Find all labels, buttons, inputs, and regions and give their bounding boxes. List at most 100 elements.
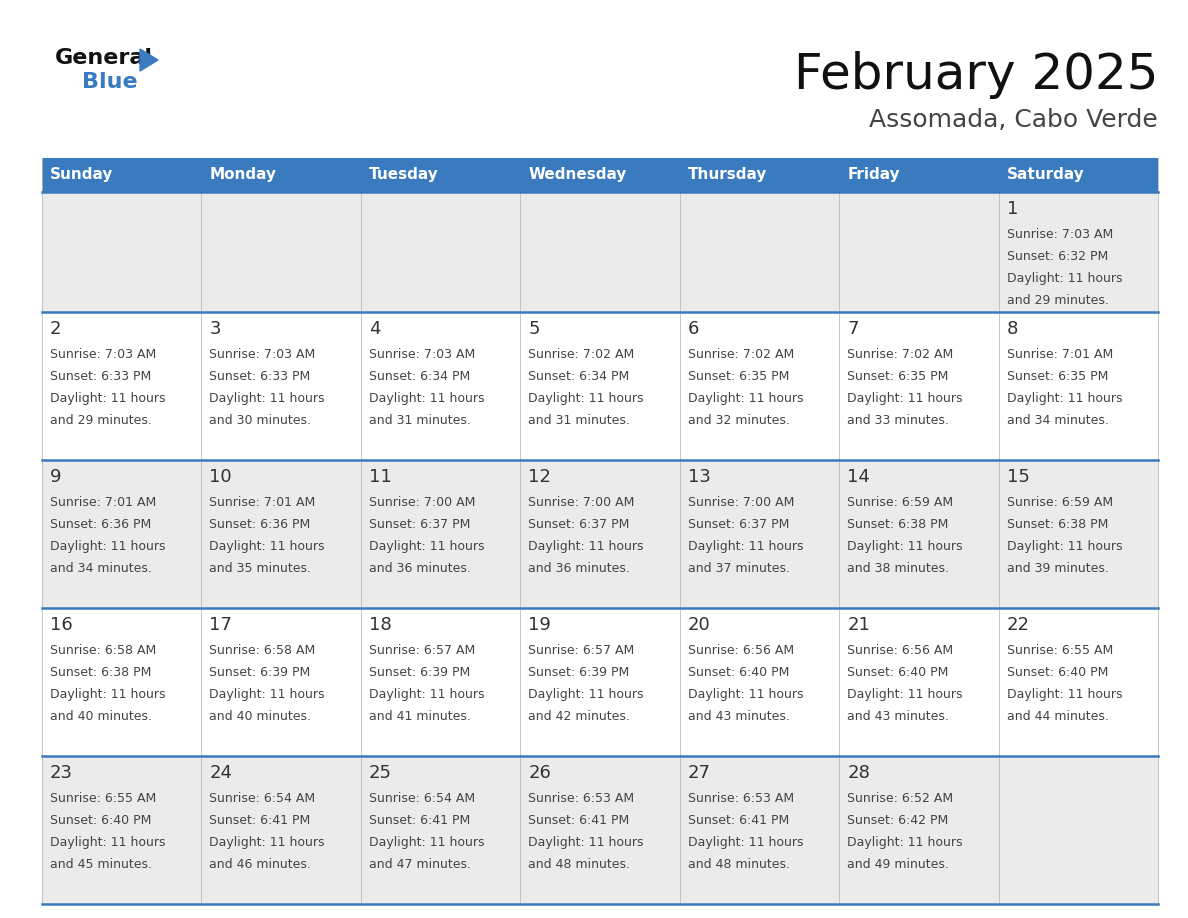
Text: and 29 minutes.: and 29 minutes. — [50, 414, 152, 427]
Text: and 42 minutes.: and 42 minutes. — [529, 710, 630, 723]
Text: Sunrise: 6:52 AM: Sunrise: 6:52 AM — [847, 792, 953, 805]
Text: 5: 5 — [529, 320, 539, 338]
Text: Daylight: 11 hours: Daylight: 11 hours — [688, 392, 803, 405]
Bar — [42, 460, 1158, 608]
Text: and 37 minutes.: and 37 minutes. — [688, 562, 790, 575]
Text: Daylight: 11 hours: Daylight: 11 hours — [209, 836, 326, 849]
Text: Sunrise: 7:00 AM: Sunrise: 7:00 AM — [688, 496, 794, 509]
Text: 12: 12 — [529, 468, 551, 486]
Text: and 39 minutes.: and 39 minutes. — [1006, 562, 1108, 575]
Text: Sunrise: 7:03 AM: Sunrise: 7:03 AM — [50, 348, 157, 361]
Text: Sunset: 6:39 PM: Sunset: 6:39 PM — [209, 666, 311, 679]
Text: Sunset: 6:33 PM: Sunset: 6:33 PM — [209, 370, 311, 383]
Text: Sunrise: 6:56 AM: Sunrise: 6:56 AM — [688, 644, 794, 657]
Text: 13: 13 — [688, 468, 710, 486]
Text: Friday: Friday — [847, 167, 899, 183]
Text: Sunset: 6:37 PM: Sunset: 6:37 PM — [529, 518, 630, 531]
Text: Saturday: Saturday — [1006, 167, 1085, 183]
Text: Daylight: 11 hours: Daylight: 11 hours — [529, 392, 644, 405]
Text: Daylight: 11 hours: Daylight: 11 hours — [688, 836, 803, 849]
Bar — [42, 192, 1158, 312]
Text: and 38 minutes.: and 38 minutes. — [847, 562, 949, 575]
Bar — [42, 608, 1158, 756]
Text: 4: 4 — [368, 320, 380, 338]
Text: Daylight: 11 hours: Daylight: 11 hours — [529, 540, 644, 553]
Text: Sunset: 6:36 PM: Sunset: 6:36 PM — [209, 518, 311, 531]
Text: Sunset: 6:35 PM: Sunset: 6:35 PM — [1006, 370, 1108, 383]
Text: Sunset: 6:39 PM: Sunset: 6:39 PM — [368, 666, 470, 679]
Text: Sunset: 6:37 PM: Sunset: 6:37 PM — [688, 518, 789, 531]
Text: 15: 15 — [1006, 468, 1030, 486]
Text: and 36 minutes.: and 36 minutes. — [529, 562, 630, 575]
Text: Sunset: 6:38 PM: Sunset: 6:38 PM — [847, 518, 948, 531]
Bar — [42, 312, 1158, 460]
Text: Sunrise: 6:54 AM: Sunrise: 6:54 AM — [209, 792, 316, 805]
Text: 28: 28 — [847, 764, 870, 782]
Text: Daylight: 11 hours: Daylight: 11 hours — [529, 688, 644, 701]
Text: Sunset: 6:40 PM: Sunset: 6:40 PM — [50, 814, 151, 827]
Text: and 45 minutes.: and 45 minutes. — [50, 858, 152, 871]
Text: Sunset: 6:40 PM: Sunset: 6:40 PM — [1006, 666, 1108, 679]
Text: General: General — [55, 48, 153, 68]
Text: Daylight: 11 hours: Daylight: 11 hours — [368, 688, 485, 701]
Text: Daylight: 11 hours: Daylight: 11 hours — [50, 688, 165, 701]
Text: and 41 minutes.: and 41 minutes. — [368, 710, 470, 723]
Text: 27: 27 — [688, 764, 710, 782]
Text: Sunrise: 6:58 AM: Sunrise: 6:58 AM — [50, 644, 157, 657]
Text: and 31 minutes.: and 31 minutes. — [529, 414, 630, 427]
Text: Sunday: Sunday — [50, 167, 113, 183]
Text: and 34 minutes.: and 34 minutes. — [1006, 414, 1108, 427]
Text: Assomada, Cabo Verde: Assomada, Cabo Verde — [870, 108, 1158, 132]
Text: and 48 minutes.: and 48 minutes. — [529, 858, 631, 871]
Text: 19: 19 — [529, 616, 551, 634]
Text: Daylight: 11 hours: Daylight: 11 hours — [368, 540, 485, 553]
Text: 16: 16 — [50, 616, 72, 634]
Text: and 46 minutes.: and 46 minutes. — [209, 858, 311, 871]
Text: and 34 minutes.: and 34 minutes. — [50, 562, 152, 575]
Text: and 30 minutes.: and 30 minutes. — [209, 414, 311, 427]
Text: and 31 minutes.: and 31 minutes. — [368, 414, 470, 427]
Text: Sunset: 6:42 PM: Sunset: 6:42 PM — [847, 814, 948, 827]
Text: Sunset: 6:41 PM: Sunset: 6:41 PM — [209, 814, 311, 827]
Text: Tuesday: Tuesday — [368, 167, 438, 183]
Text: and 33 minutes.: and 33 minutes. — [847, 414, 949, 427]
Text: 9: 9 — [50, 468, 62, 486]
Text: and 47 minutes.: and 47 minutes. — [368, 858, 470, 871]
Bar — [42, 756, 1158, 904]
Text: Daylight: 11 hours: Daylight: 11 hours — [1006, 392, 1123, 405]
Text: Sunrise: 7:02 AM: Sunrise: 7:02 AM — [688, 348, 794, 361]
Text: Daylight: 11 hours: Daylight: 11 hours — [50, 540, 165, 553]
Text: Sunrise: 6:59 AM: Sunrise: 6:59 AM — [1006, 496, 1113, 509]
Text: and 44 minutes.: and 44 minutes. — [1006, 710, 1108, 723]
Text: Daylight: 11 hours: Daylight: 11 hours — [847, 688, 962, 701]
Text: 11: 11 — [368, 468, 392, 486]
Text: Sunrise: 6:55 AM: Sunrise: 6:55 AM — [1006, 644, 1113, 657]
Text: Daylight: 11 hours: Daylight: 11 hours — [209, 540, 326, 553]
Text: 3: 3 — [209, 320, 221, 338]
Text: Wednesday: Wednesday — [529, 167, 626, 183]
Text: Sunrise: 7:03 AM: Sunrise: 7:03 AM — [209, 348, 316, 361]
Text: and 48 minutes.: and 48 minutes. — [688, 858, 790, 871]
Text: 6: 6 — [688, 320, 699, 338]
Text: Sunset: 6:41 PM: Sunset: 6:41 PM — [529, 814, 630, 827]
Text: Sunrise: 7:00 AM: Sunrise: 7:00 AM — [529, 496, 634, 509]
Text: Sunrise: 7:03 AM: Sunrise: 7:03 AM — [1006, 228, 1113, 241]
Text: Sunrise: 7:00 AM: Sunrise: 7:00 AM — [368, 496, 475, 509]
Text: Sunset: 6:35 PM: Sunset: 6:35 PM — [847, 370, 948, 383]
Text: Sunset: 6:36 PM: Sunset: 6:36 PM — [50, 518, 151, 531]
Text: Sunset: 6:34 PM: Sunset: 6:34 PM — [529, 370, 630, 383]
Text: 25: 25 — [368, 764, 392, 782]
Text: Blue: Blue — [82, 72, 138, 92]
Text: Sunrise: 7:01 AM: Sunrise: 7:01 AM — [1006, 348, 1113, 361]
Text: Sunset: 6:40 PM: Sunset: 6:40 PM — [688, 666, 789, 679]
Text: Sunrise: 7:03 AM: Sunrise: 7:03 AM — [368, 348, 475, 361]
Text: and 40 minutes.: and 40 minutes. — [209, 710, 311, 723]
Text: 20: 20 — [688, 616, 710, 634]
Text: Sunset: 6:38 PM: Sunset: 6:38 PM — [1006, 518, 1108, 531]
Text: 8: 8 — [1006, 320, 1018, 338]
Text: Daylight: 11 hours: Daylight: 11 hours — [529, 836, 644, 849]
Text: Sunset: 6:37 PM: Sunset: 6:37 PM — [368, 518, 470, 531]
Text: and 43 minutes.: and 43 minutes. — [688, 710, 790, 723]
Text: Sunset: 6:35 PM: Sunset: 6:35 PM — [688, 370, 789, 383]
Text: Sunrise: 6:57 AM: Sunrise: 6:57 AM — [529, 644, 634, 657]
